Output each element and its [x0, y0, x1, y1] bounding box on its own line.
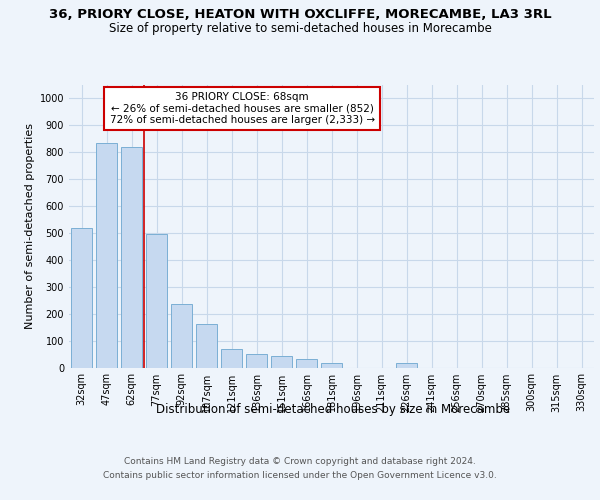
Bar	[171, 304, 192, 368]
Bar	[196, 324, 217, 368]
Text: Size of property relative to semi-detached houses in Morecambe: Size of property relative to semi-detach…	[109, 22, 491, 35]
Bar	[121, 147, 142, 368]
Text: Distribution of semi-detached houses by size in Morecambe: Distribution of semi-detached houses by …	[156, 402, 510, 415]
Text: 36, PRIORY CLOSE, HEATON WITH OXCLIFFE, MORECAMBE, LA3 3RL: 36, PRIORY CLOSE, HEATON WITH OXCLIFFE, …	[49, 8, 551, 20]
Bar	[71, 228, 92, 368]
Bar	[96, 143, 117, 368]
Bar	[271, 356, 292, 368]
Bar	[396, 364, 417, 368]
Bar	[246, 354, 267, 368]
Text: Contains HM Land Registry data © Crown copyright and database right 2024.
Contai: Contains HM Land Registry data © Crown c…	[103, 458, 497, 479]
Text: 36 PRIORY CLOSE: 68sqm
← 26% of semi-detached houses are smaller (852)
72% of se: 36 PRIORY CLOSE: 68sqm ← 26% of semi-det…	[110, 92, 375, 126]
Bar	[146, 234, 167, 368]
Bar	[321, 363, 342, 368]
Bar	[221, 349, 242, 368]
Y-axis label: Number of semi-detached properties: Number of semi-detached properties	[25, 123, 35, 329]
Bar	[296, 360, 317, 368]
